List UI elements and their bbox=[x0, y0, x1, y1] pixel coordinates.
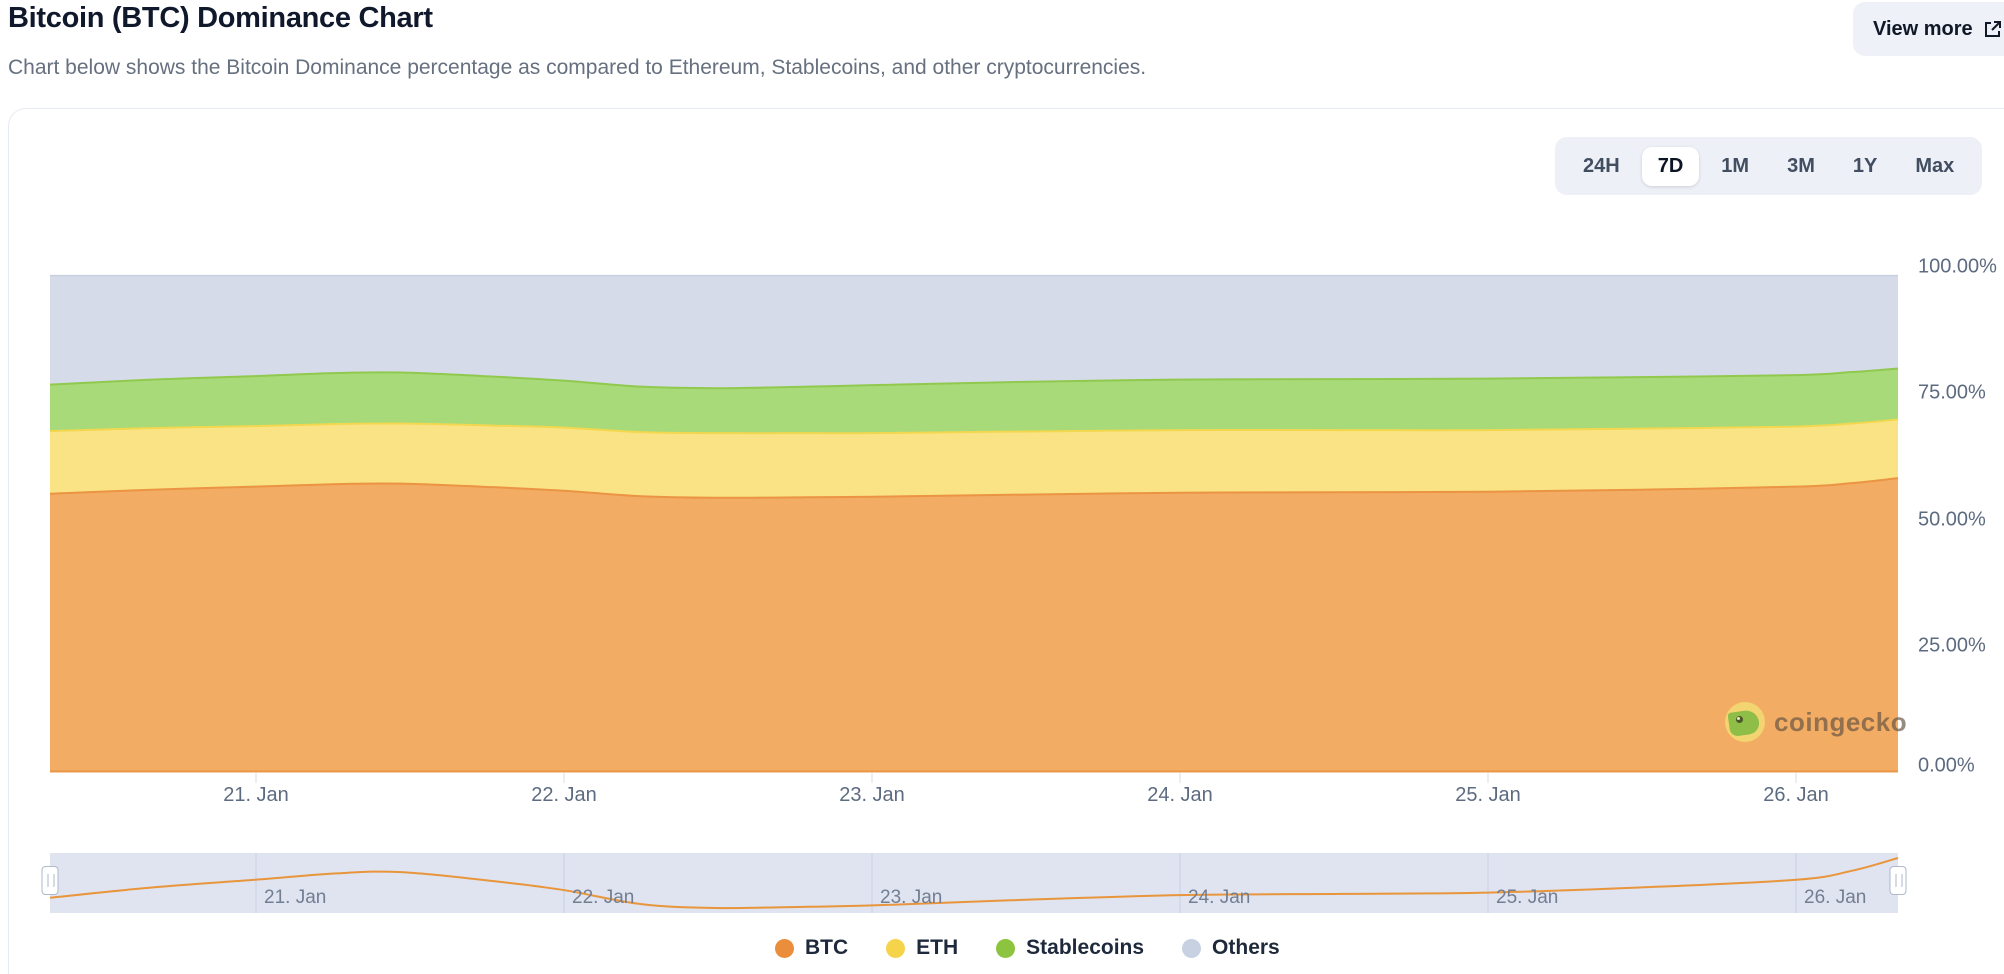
view-more-label: View more bbox=[1873, 17, 1973, 40]
range-button-3m[interactable]: 3M bbox=[1771, 147, 1831, 186]
navigator-right-handle[interactable] bbox=[1889, 866, 1907, 895]
legend-label: Others bbox=[1212, 936, 1280, 959]
y-axis-label: 50.00% bbox=[1918, 508, 1986, 530]
legend-label: Stablecoins bbox=[1026, 936, 1145, 959]
x-axis-label: 23. Jan bbox=[839, 784, 905, 806]
x-axis-label: 21. Jan bbox=[223, 784, 289, 806]
y-axis-label: 100.00% bbox=[1918, 255, 1997, 278]
range-button-max[interactable]: Max bbox=[1899, 147, 1970, 186]
navigator-axis-label: 24. Jan bbox=[1188, 887, 1251, 908]
legend-label: ETH bbox=[916, 936, 959, 959]
legend-item-others[interactable]: Others bbox=[1182, 936, 1280, 960]
navigator-btc-line bbox=[49, 857, 1899, 910]
x-axis-label: 22. Jan bbox=[531, 784, 597, 806]
navigator-axis-label: 25. Jan bbox=[1496, 887, 1559, 908]
y-axis-label: 25.00% bbox=[1918, 634, 1986, 657]
area-eth bbox=[50, 419, 1898, 498]
navigator-axis-label: 21. Jan bbox=[264, 887, 327, 908]
x-axis-label: 26. Jan bbox=[1763, 784, 1829, 806]
coingecko-logo-icon bbox=[1725, 702, 1765, 742]
line-btc bbox=[49, 477, 1899, 499]
x-axis-label: 25. Jan bbox=[1455, 784, 1521, 806]
navigator-axis-label: 26. Jan bbox=[1804, 887, 1867, 908]
legend-dot bbox=[886, 938, 906, 958]
line-stablecoins bbox=[49, 367, 1899, 390]
range-selector: 24H 7D 1M 3M 1Y Max bbox=[1555, 137, 1983, 195]
line-eth bbox=[49, 418, 1899, 435]
navigator-axis-label: 23. Jan bbox=[880, 887, 943, 908]
legend-item-eth[interactable]: ETH bbox=[886, 936, 958, 960]
y-axis-label: 0.00% bbox=[1918, 754, 1975, 777]
area-btc bbox=[50, 478, 1898, 772]
coingecko-watermark: coingecko bbox=[1725, 702, 1907, 742]
watermark-text: coingecko bbox=[1774, 706, 1908, 737]
legend-item-btc[interactable]: BTC bbox=[775, 936, 848, 960]
area-stablecoins bbox=[50, 368, 1898, 434]
legend-item-stablecoins[interactable]: Stablecoins bbox=[996, 936, 1144, 960]
range-button-1m[interactable]: 1M bbox=[1705, 147, 1765, 186]
chart-legend: BTC ETH Stablecoins Others bbox=[775, 936, 1280, 960]
range-button-1y[interactable]: 1Y bbox=[1837, 147, 1893, 186]
range-button-7d[interactable]: 7D bbox=[1641, 146, 1700, 186]
legend-label: BTC bbox=[805, 936, 849, 959]
navigator-track[interactable] bbox=[50, 853, 1898, 913]
area-others bbox=[50, 275, 1898, 389]
y-axis-label: 75.00% bbox=[1918, 381, 1986, 404]
legend-dot bbox=[996, 938, 1016, 958]
x-axis-label: 24. Jan bbox=[1147, 784, 1213, 806]
navigator-axis-label: 22. Jan bbox=[572, 887, 635, 908]
range-button-24h[interactable]: 24H bbox=[1567, 147, 1636, 186]
page-subtitle: Chart below shows the Bitcoin Dominance … bbox=[8, 56, 1147, 79]
legend-dot bbox=[1182, 938, 1202, 958]
external-link-icon bbox=[1983, 19, 2003, 39]
view-more-button[interactable]: View more bbox=[1853, 2, 2004, 56]
legend-dot bbox=[775, 938, 794, 958]
navigator-left-handle[interactable] bbox=[41, 866, 59, 895]
page-title: Bitcoin (BTC) Dominance Chart bbox=[8, 2, 433, 34]
